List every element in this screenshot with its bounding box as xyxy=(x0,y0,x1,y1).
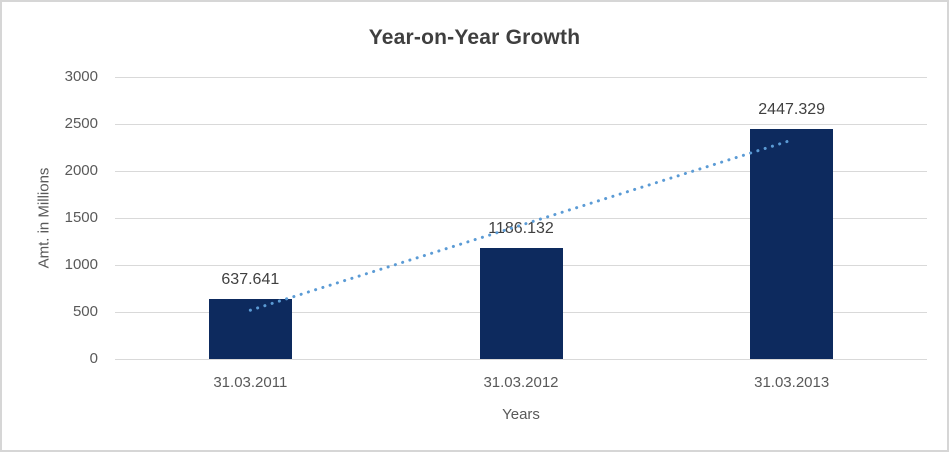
x-tick-label: 31.03.2012 xyxy=(483,374,559,391)
gridline xyxy=(115,76,927,78)
gridline xyxy=(115,123,927,125)
trendline xyxy=(248,138,794,312)
chart-title: Year-on-Year Growth xyxy=(368,26,581,49)
gridline xyxy=(115,358,927,360)
bar-data-label: 2447.329 xyxy=(758,100,826,118)
bar-31.03.2012 xyxy=(479,247,563,359)
y-tick-label: 2500 xyxy=(64,115,98,132)
bar-31.03.2013 xyxy=(750,128,834,359)
y-tick-label: 2000 xyxy=(64,162,98,179)
x-tick-label: 31.03.2013 xyxy=(754,374,830,391)
x-axis-title: Years xyxy=(502,406,540,423)
y-tick-label: 1000 xyxy=(64,256,98,273)
y-tick-label: 3000 xyxy=(64,68,98,85)
y-tick-label: 0 xyxy=(89,350,98,367)
y-tick-label: 1500 xyxy=(64,209,98,226)
plot-area: 637.641 1186.132 2447.329 xyxy=(115,76,927,360)
gridline xyxy=(115,170,927,172)
x-tick-label: 31.03.2011 xyxy=(213,374,288,391)
y-tick-label: 500 xyxy=(72,303,98,320)
bar-data-label: 1186.132 xyxy=(488,219,554,237)
gridline xyxy=(115,217,927,219)
trendline-path xyxy=(248,138,794,312)
bar-data-label: 637.641 xyxy=(221,271,280,289)
